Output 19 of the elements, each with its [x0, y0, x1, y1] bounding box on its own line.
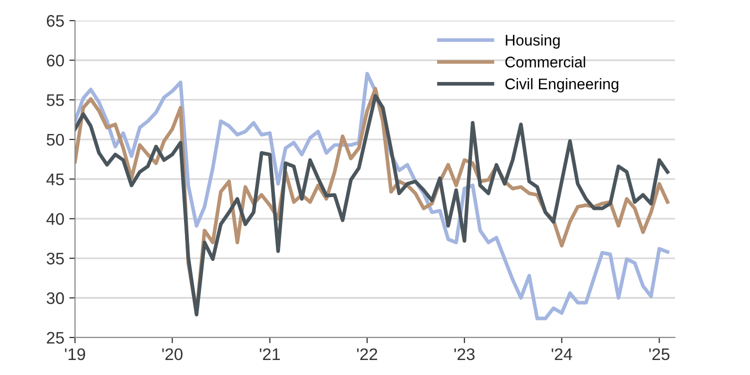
x-tick-label: '23 — [454, 348, 475, 360]
y-tick-label: 40 — [46, 213, 64, 225]
y-tick-label: 35 — [46, 252, 64, 264]
x-tick-label: '20 — [162, 348, 182, 360]
y-tick-label: 30 — [46, 292, 64, 304]
y-tick-label: 50 — [46, 134, 64, 146]
x-tick-label: '24 — [552, 348, 572, 360]
legend-label: Housing — [506, 34, 560, 49]
legend-label: Commercial — [505, 56, 586, 68]
legend-label: Civil Engineering — [505, 78, 618, 92]
y-tick-label: 45 — [46, 174, 64, 186]
x-tick-label: '22 — [357, 348, 378, 360]
x-tick-label: '19 — [64, 348, 86, 360]
x-tick-label: '21 — [260, 348, 280, 360]
y-tick-label: 55 — [46, 94, 64, 106]
y-tick-label: 65 — [46, 15, 64, 27]
y-tick-label: 60 — [46, 54, 64, 66]
y-tick-label: 25 — [46, 332, 64, 344]
x-tick-label: '25 — [649, 348, 670, 360]
